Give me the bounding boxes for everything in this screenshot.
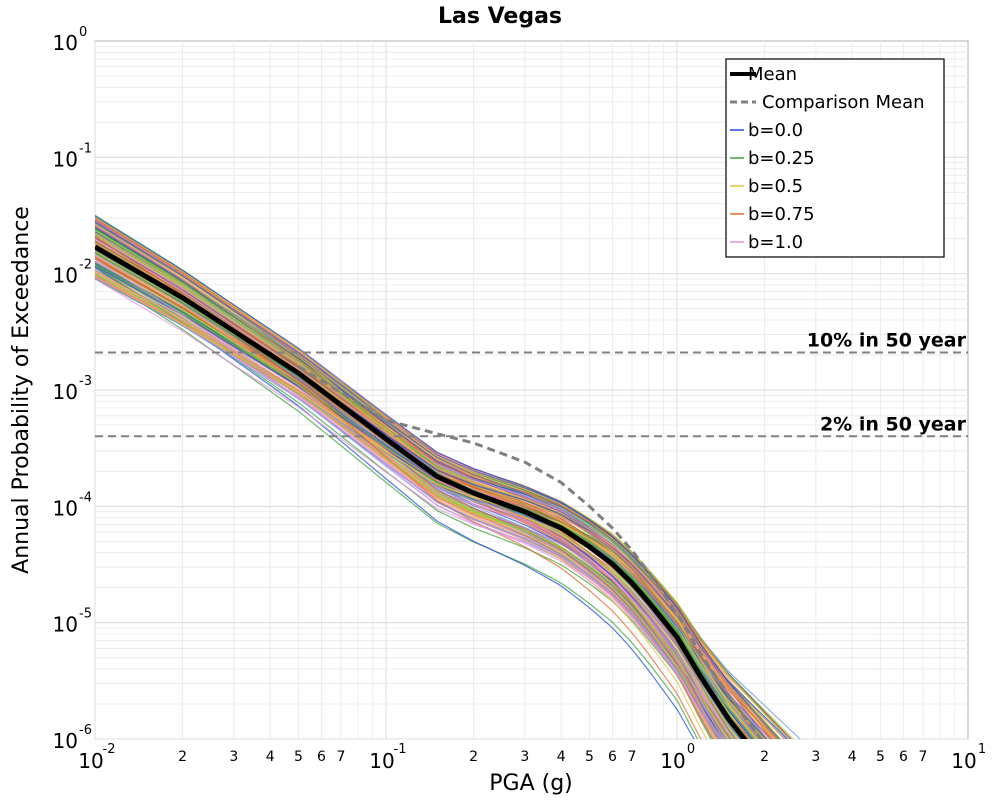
y-tick-label: 10 (53, 613, 78, 637)
x-tick-label: 10 (951, 749, 976, 773)
reference-lines: 10% in 50 year 2% in 50 year (95, 330, 968, 438)
x-minor-tick-label: 5 (294, 749, 303, 765)
legend-entry-label: b=1.0 (748, 232, 803, 253)
legend-box (725, 58, 945, 258)
y-tick-label: 10 (53, 729, 78, 753)
x-tick-exponent: 0 (687, 742, 695, 757)
x-tick-label: 10 (369, 749, 394, 773)
ensemble-curve (95, 277, 722, 739)
y-tick-label: 10 (53, 31, 78, 55)
ensemble-curve (95, 219, 772, 739)
grid (94, 41, 968, 740)
x-minor-tick-label: 7 (918, 749, 927, 765)
x-tick-label: 10 (78, 749, 103, 773)
y-tick-label: 10 (53, 264, 78, 288)
ensemble-curve (95, 218, 792, 739)
x-tick-exponent: 1 (978, 742, 986, 757)
y-tick-label: 10 (53, 496, 78, 520)
ensemble-curve (95, 273, 699, 739)
y-tick-exponent: -3 (79, 374, 92, 389)
ensemble-curve (95, 220, 764, 739)
legend-entry-label: Comparison Mean (762, 92, 925, 113)
y-tick-exponent: -5 (79, 607, 92, 622)
ensemble-curve (95, 258, 719, 739)
x-minor-tick-label: 3 (811, 749, 820, 765)
x-minor-tick-label: 2 (760, 749, 769, 765)
reference-line-label: 2% in 50 year (820, 413, 967, 435)
x-minor-tick-label: 6 (899, 749, 908, 765)
ensemble-curve (95, 258, 721, 739)
legend: Mean Comparison Mean b=0.0 b=0.25 b=0.5 b=0.7… (725, 58, 945, 258)
x-tick-exponent: -2 (103, 742, 116, 757)
x-axis-ticks: 10-2 10-1 10 0 10 12 3 4 5 6 7 2 3 4 5 6 7 2 3 4 5 6 7 (78, 742, 986, 773)
legend-entry-label: b=0.5 (748, 176, 803, 197)
legend-entry-label: b=0.25 (748, 148, 815, 169)
ensemble-curve (95, 272, 728, 739)
comparison-mean-line (297, 365, 763, 739)
legend-entry-label: Mean (748, 64, 797, 85)
chart-title: Las Vegas (438, 4, 562, 29)
x-tick-label: 10 (660, 749, 685, 773)
x-minor-tick-label: 7 (336, 749, 345, 765)
ensemble-curve (95, 215, 778, 739)
x-minor-tick-label: 2 (469, 749, 478, 765)
y-tick-exponent: -1 (79, 141, 92, 156)
reference-line-label: 10% in 50 year (807, 330, 967, 352)
y-tick-exponent: -4 (79, 490, 92, 505)
x-minor-tick-label: 6 (608, 749, 617, 765)
legend-entry-label: b=0.75 (748, 204, 815, 225)
ensemble-curves (95, 214, 801, 739)
x-axis-label: PGA (g) (489, 771, 573, 796)
y-tick-exponent: -2 (79, 258, 92, 273)
x-minor-tick-label: 2 (178, 749, 187, 765)
mean-lines (95, 244, 763, 739)
x-minor-tick-label: 5 (876, 749, 885, 765)
x-minor-tick-label: 6 (317, 749, 326, 765)
x-minor-tick-label: 7 (627, 749, 636, 765)
x-minor-tick-label: 4 (848, 749, 857, 765)
x-minor-tick-label: 3 (229, 749, 238, 765)
y-tick-label: 10 (53, 380, 78, 404)
x-minor-tick-label: 5 (585, 749, 594, 765)
y-tick-exponent: 0 (79, 25, 87, 40)
legend-entry-label: b=0.0 (748, 120, 803, 141)
y-axis-label: Annual Probability of Exceedance (9, 206, 34, 574)
mean-line (95, 244, 748, 739)
x-tick-exponent: -1 (394, 742, 407, 757)
x-minor-tick-label: 4 (557, 749, 566, 765)
ensemble-curve (95, 276, 757, 739)
x-minor-tick-label: 4 (266, 749, 275, 765)
y-tick-label: 10 (53, 147, 78, 171)
y-tick-exponent: -6 (79, 723, 92, 738)
x-minor-tick-label: 3 (520, 749, 529, 765)
